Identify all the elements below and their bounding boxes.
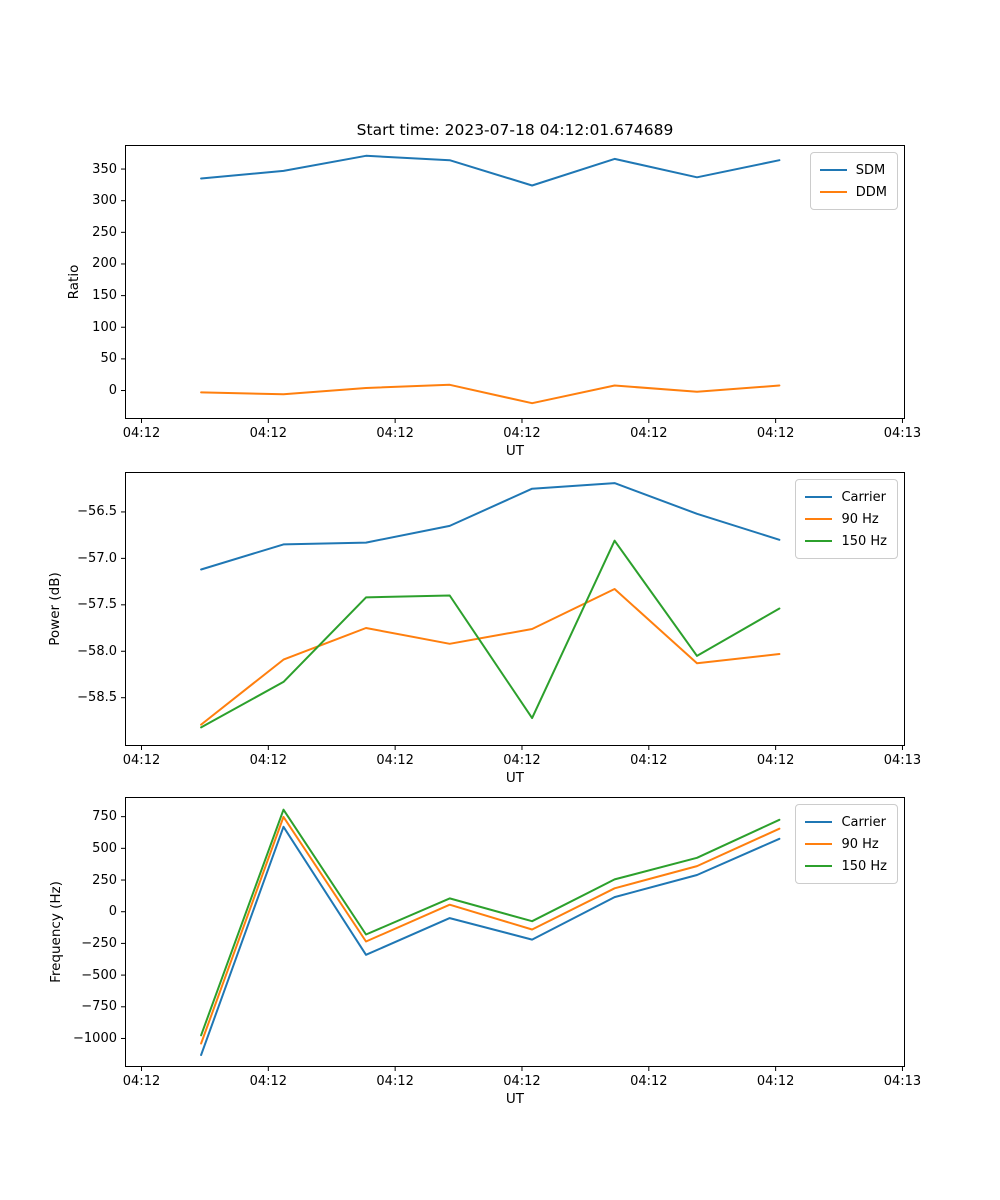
y-tick-label: −500 [81,967,117,983]
x-tick-label: 04:12 [122,1074,161,1089]
y-tick-label: 750 [92,809,117,825]
legend-label: 90 Hz [841,836,879,852]
plot-canvas [121,797,905,1071]
y-tick-label: 150 [92,288,117,304]
y-tick-label: 250 [92,872,117,888]
x-tick-label: 04:12 [376,1074,414,1089]
y-tick-label: 200 [92,256,117,272]
y-tick-label: −750 [81,999,117,1015]
x-tick-label: 04:12 [630,753,668,768]
x-tick-label: 04:13 [883,426,922,441]
y-tick-label: −58.0 [77,643,117,659]
series-line-carrier [200,825,781,1056]
legend-entry: 150 Hz [805,530,887,552]
x-tick-label: 04:12 [249,753,288,768]
y-tick-label: 300 [92,193,117,209]
legend-line-swatch [819,190,847,194]
legend-entry: DDM [819,181,887,203]
legend-label: 150 Hz [841,533,887,549]
legend-label: 90 Hz [841,511,879,527]
legend-label: Carrier [841,489,886,505]
ratio-chart: Ratio 04:12 04:12 04:12 04:12 04:12 04:12 04:1… [0,145,1000,479]
legend: Carrier 90 Hz 150 Hz [795,804,898,884]
y-tick-label: 500 [92,840,117,856]
plot-frame [125,145,905,419]
plot-frame [125,797,905,1067]
power-plot-area: 04:12 04:12 04:12 04:12 04:12 04:12 04:13 −56.5… [77,472,921,768]
x-tick-label: 04:12 [630,426,668,441]
legend-label: Carrier [841,814,886,830]
legend-line-swatch [805,539,833,543]
frequency-chart: Frequency (Hz) 04:12 04:12 04:12 04:12 04:12… [0,797,1000,1127]
series-line-150-hz [200,808,781,1037]
legend-entry: 90 Hz [805,508,887,530]
series-line-150-hz [200,539,781,729]
x-tick-label: 04:12 [249,426,288,441]
y-tick-label: 250 [92,224,117,240]
x-tick-label: 04:12 [756,753,795,768]
legend-entry: SDM [819,159,887,181]
legend: SDM DDM [809,152,898,210]
y-tick-label: −1000 [73,1030,117,1046]
series-line-90-hz [200,588,781,726]
y-tick-label: 350 [92,161,117,177]
plot-frame [125,472,905,746]
x-tick-label: 04:13 [883,753,922,768]
y-tick-label: 0 [108,383,117,399]
legend-entry: Carrier [805,811,887,833]
ratio-plot-area: 04:12 04:12 04:12 04:12 04:12 04:12 04:13 350 30… [92,145,921,441]
legend-entry: 90 Hz [805,833,887,855]
legend-entry: 150 Hz [805,855,887,877]
y-tick-label: −58.5 [77,690,117,706]
series-line-carrier [200,482,781,571]
legend-line-swatch [805,842,833,846]
frequency-x-axis-label: UT [505,1091,525,1107]
legend-label: 150 Hz [841,858,887,874]
y-tick-label: −250 [81,935,117,951]
x-tick-label: 04:12 [122,753,161,768]
legend-line-swatch [805,517,833,521]
x-tick-label: 04:12 [122,426,161,441]
series-line-sdm [200,154,781,187]
ratio-x-axis-label: UT [505,443,525,459]
legend: Carrier 90 Hz 150 Hz [795,479,898,559]
y-tick-label: 0 [108,904,117,920]
legend-line-swatch [805,820,833,824]
series-line-90-hz [200,815,781,1045]
legend-line-swatch [805,495,833,499]
frequency-plot-area: 04:12 04:12 04:12 04:12 04:12 04:12 04:13 750 50… [73,797,921,1089]
x-tick-label: 04:12 [503,426,541,441]
x-tick-label: 04:12 [756,1074,795,1089]
y-tick-label: 100 [92,319,117,335]
x-tick-label: 04:12 [376,426,414,441]
x-tick-label: 04:12 [249,1074,288,1089]
x-tick-label: 04:12 [756,426,795,441]
x-tick-label: 04:12 [503,753,541,768]
legend-line-swatch [819,168,847,172]
x-tick-label: 04:12 [503,1074,541,1089]
y-tick-label: −57.0 [77,550,117,566]
y-tick-label: −57.5 [77,597,117,613]
x-tick-label: 04:13 [883,1074,922,1089]
legend-label: SDM [855,162,886,178]
power-chart: Power (dB) 04:12 04:12 04:12 04:12 04:12 04:1… [0,472,1000,806]
y-tick-label: 50 [100,351,117,367]
y-tick-label: −56.5 [77,504,117,520]
series-line-ddm [200,383,781,405]
legend-line-swatch [805,864,833,868]
legend-entry: Carrier [805,486,887,508]
x-tick-label: 04:12 [376,753,414,768]
x-tick-label: 04:12 [630,1074,668,1089]
plot-canvas [121,145,905,423]
plot-canvas [121,472,905,750]
power-x-axis-label: UT [505,770,525,786]
figure-title: Start time: 2023-07-18 04:12:01.674689 [356,121,674,139]
legend-label: DDM [855,184,887,200]
